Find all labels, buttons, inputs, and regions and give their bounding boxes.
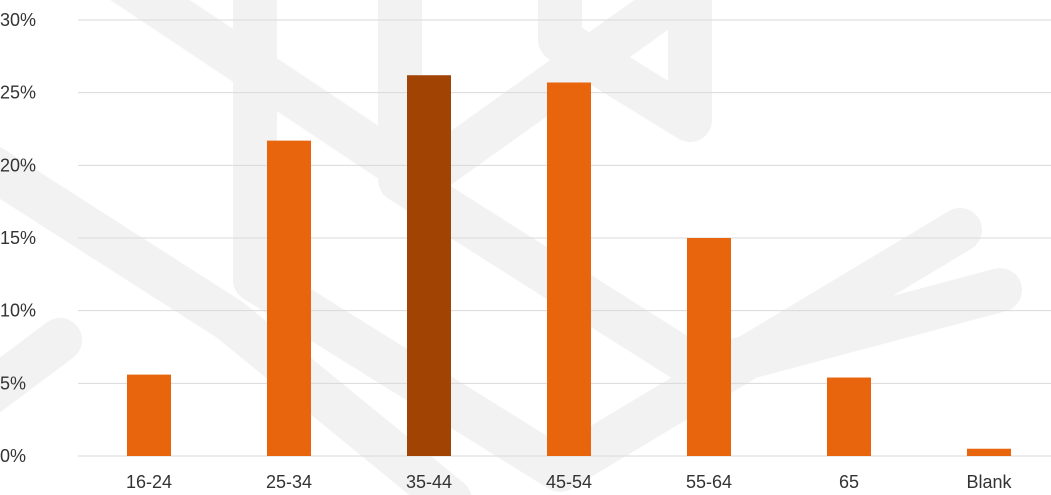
bar-25-34 <box>267 140 311 457</box>
x-tick-label: 55-64 <box>686 472 732 492</box>
y-tick-label: 10% <box>0 301 36 321</box>
y-tick-label: 25% <box>0 83 36 103</box>
bar-65 <box>827 377 871 456</box>
x-tick-label: Blank <box>966 472 1012 492</box>
watermark-stroke <box>0 318 82 413</box>
watermark-stroke <box>0 146 472 495</box>
y-axis: 0% 5% 10% 15% 20% 25% 30% <box>0 10 36 466</box>
y-tick-label: 0% <box>0 446 26 466</box>
x-tick-label: 65 <box>839 472 859 492</box>
x-tick-label: 16-24 <box>126 472 172 492</box>
bar-45-54 <box>547 82 591 456</box>
bars <box>127 75 1011 457</box>
y-tick-label: 15% <box>0 228 36 248</box>
bar-blank <box>967 448 1011 456</box>
bar-55-64 <box>687 238 731 456</box>
bar-16-24 <box>127 374 171 456</box>
x-tick-label: 45-54 <box>546 472 592 492</box>
y-tick-label: 5% <box>0 373 26 393</box>
y-tick-label: 20% <box>0 155 36 175</box>
bar-35-44 <box>407 75 451 456</box>
x-tick-label: 25-34 <box>266 472 312 492</box>
watermark-stroke <box>538 0 712 142</box>
x-axis: 16-24 25-34 35-44 45-54 55-64 65 Blank <box>126 472 1013 492</box>
y-tick-label: 30% <box>0 10 36 30</box>
x-tick-label: 35-44 <box>406 472 452 492</box>
